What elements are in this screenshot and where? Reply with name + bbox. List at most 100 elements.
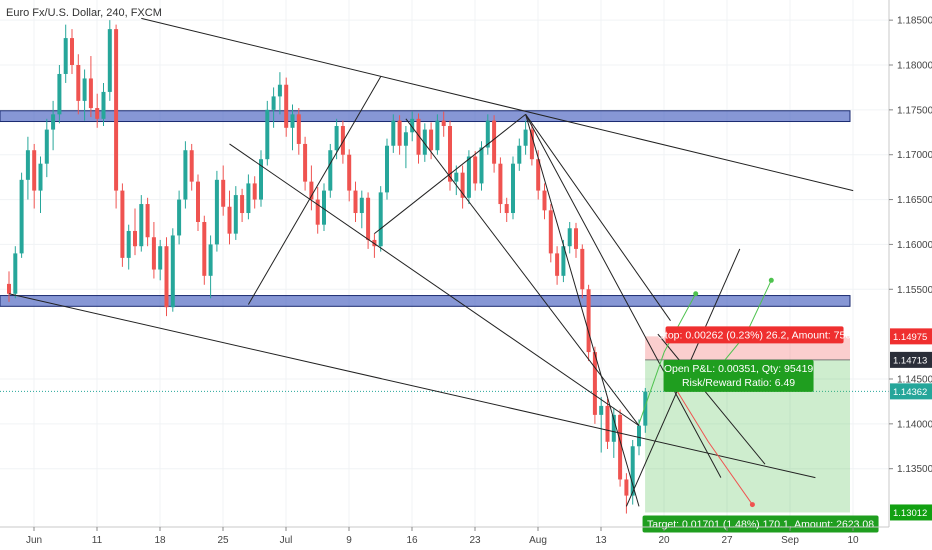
price-tick-label: 1.16500	[897, 195, 932, 206]
candle-body	[624, 479, 629, 496]
candle-body	[196, 181, 200, 222]
candle-body	[517, 145, 522, 164]
candle-body	[410, 118, 415, 133]
candle-body	[139, 204, 144, 247]
steep-down-line	[525, 114, 640, 507]
candle-body	[177, 199, 182, 236]
candle-body	[630, 446, 635, 496]
candle-body	[435, 120, 440, 151]
price-tag-label: 1.14975	[893, 332, 927, 343]
time-tick-label: 27	[721, 535, 733, 546]
candle-body	[126, 230, 131, 258]
candle-body	[580, 248, 585, 290]
chart-title: Euro Fx/U.S. Dollar, 240, FXCM	[6, 7, 162, 19]
candle-body	[448, 126, 452, 182]
candle-body	[189, 150, 194, 182]
candle-body	[561, 246, 566, 276]
wedge-upper-line	[525, 114, 671, 321]
pnl-label-box	[663, 359, 814, 392]
green-arrow-path-a-head	[693, 291, 699, 297]
green-arrow-path-b-head	[768, 277, 774, 283]
candle-body	[240, 195, 245, 214]
candle-body	[555, 253, 560, 276]
candle-body	[441, 120, 446, 127]
time-tick-label: 16	[406, 535, 418, 546]
candle-body	[618, 414, 623, 480]
price-tick-label: 1.17500	[897, 105, 932, 116]
candle-body	[391, 120, 396, 146]
candle-body	[38, 163, 43, 191]
candle-body	[63, 38, 68, 74]
risk-reward-text: Risk/Reward Ratio: 6.49	[682, 377, 795, 389]
candlestick-series	[7, 20, 648, 514]
wedge-line	[525, 114, 722, 478]
candle-body	[315, 199, 320, 225]
price-tag-box	[890, 504, 932, 521]
price-tick-label: 1.17000	[897, 150, 932, 161]
candle-body	[385, 145, 389, 193]
candle-body	[309, 181, 314, 200]
candle-body	[643, 391, 648, 426]
candle-body	[252, 183, 257, 200]
candle-body	[170, 235, 175, 308]
candle-body	[227, 206, 232, 234]
stop-label-box	[665, 326, 844, 344]
time-tick-label: 10	[847, 535, 859, 546]
price-tick-label: 1.18000	[897, 61, 932, 72]
candle-body	[19, 179, 24, 254]
candle-body	[397, 120, 402, 146]
candle-body	[485, 120, 490, 148]
candle-body	[214, 179, 219, 245]
candle-body	[164, 246, 169, 308]
red-arrow-path-head	[749, 502, 755, 508]
time-tick-label: 20	[658, 535, 670, 546]
candle-body	[574, 228, 578, 249]
channel-line-lower	[8, 293, 816, 479]
candle-body	[504, 204, 509, 214]
candle-body	[429, 129, 434, 151]
candle-body	[290, 114, 295, 128]
candle-body	[492, 120, 497, 164]
candle-body	[542, 190, 547, 211]
time-tick-label: 13	[595, 535, 607, 546]
candle-body	[114, 29, 119, 191]
trendlines	[8, 17, 854, 508]
candle-body	[151, 237, 156, 270]
candle-body	[221, 179, 226, 207]
time-tick-label: Sep	[781, 535, 799, 546]
candle-body	[466, 156, 471, 198]
candle-body	[422, 129, 427, 155]
swing-line-a	[374, 113, 526, 235]
candle-body	[51, 114, 56, 130]
candle-body	[32, 150, 37, 191]
candle-body	[592, 352, 597, 415]
price-axis[interactable]: 1.18500 1.18000 1.17500 1.17000 1.16500 1.160…	[889, 16, 932, 476]
candle-body	[70, 38, 74, 66]
candle-body	[277, 84, 282, 97]
time-tick-label: 25	[217, 535, 229, 546]
candle-body	[347, 154, 352, 191]
price-tick-label: 1.18500	[897, 16, 932, 27]
candle-body	[529, 129, 534, 160]
candle-body	[208, 244, 213, 276]
support-resistance-zones	[0, 110, 851, 307]
candle-body	[416, 118, 421, 155]
candle-body	[233, 195, 238, 234]
candle-body	[303, 143, 308, 182]
candle-body	[328, 150, 333, 191]
candle-body	[88, 78, 93, 109]
price-tick-label: 1.13500	[897, 464, 932, 475]
candle-body	[7, 283, 11, 294]
candle-body	[366, 197, 371, 240]
channel-line-middle	[229, 143, 640, 427]
time-tick-label: Jun	[26, 535, 42, 546]
candle-body	[605, 405, 610, 442]
candle-body	[536, 159, 541, 191]
candle-body	[95, 108, 100, 119]
time-axis[interactable]: Jun 11 18 25 Jul 9 16 23 Aug 13 20 27 Sep 10	[26, 527, 859, 546]
candle-body	[44, 129, 49, 164]
candle-body	[454, 172, 459, 182]
price-tag-box	[890, 383, 932, 400]
